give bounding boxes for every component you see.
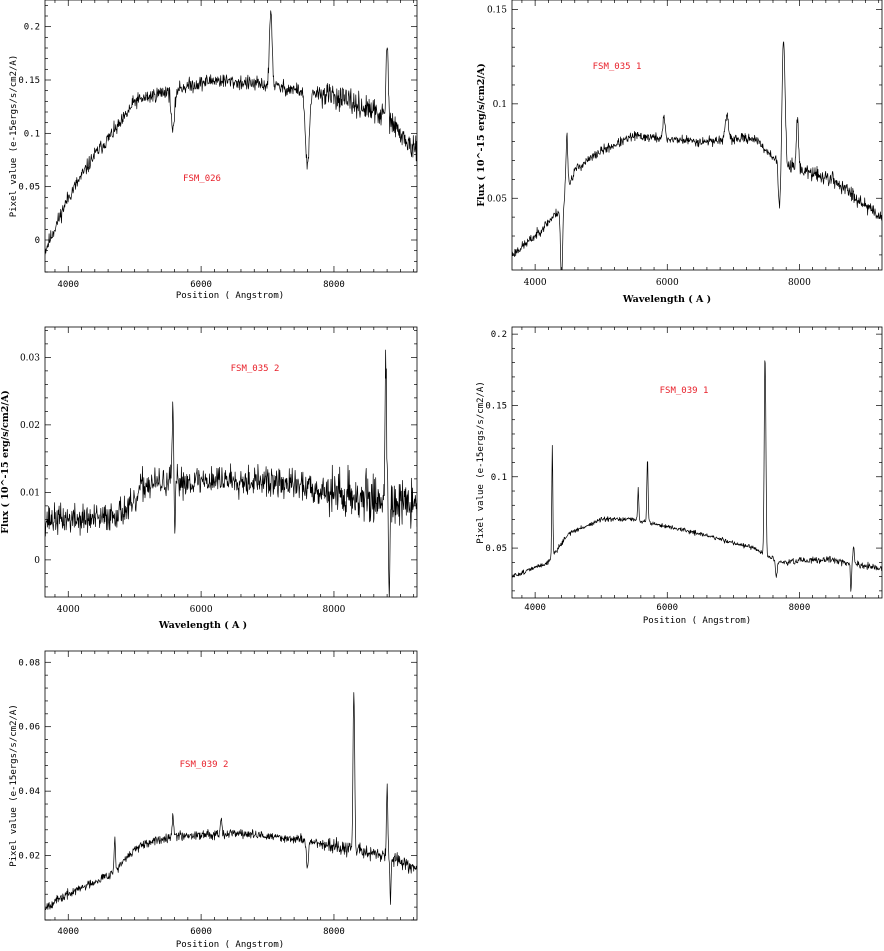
x-tick-label: 6000 bbox=[656, 603, 678, 613]
x-tick-label: 4000 bbox=[57, 605, 80, 615]
spectrum-line bbox=[512, 360, 882, 592]
x-axis-label: Position ( Angstrom) bbox=[643, 616, 751, 626]
x-axis-label: Wavelength ( A ) bbox=[158, 620, 247, 631]
y-axis-label: Pixel value (e-15ergs/s/cm2/A) bbox=[9, 55, 19, 218]
y-axis-label: Pixel value (e-15ergs/s/cm2/A) bbox=[9, 704, 19, 867]
x-tick-label: 6000 bbox=[656, 278, 679, 288]
x-axis-label: Position ( Angstrom) bbox=[176, 291, 284, 301]
y-tick-label: 0.2 bbox=[24, 23, 40, 33]
object-label: FSM_039 1 bbox=[660, 386, 709, 396]
spectrum-line bbox=[512, 41, 882, 270]
spectrum-line bbox=[45, 349, 417, 597]
y-tick-label: 0.05 bbox=[487, 194, 507, 204]
x-tick-label: 8000 bbox=[789, 603, 811, 613]
y-axis-label: Flux ( 10^-15 erg/s/cm2/A) bbox=[0, 390, 11, 533]
object-label: FSM_035 1 bbox=[593, 62, 642, 72]
y-tick-label: 0.15 bbox=[487, 5, 507, 15]
y-tick-label: 0.05 bbox=[18, 183, 40, 193]
y-axis-label: Pixel value (e-15ergs/s/cm2/A) bbox=[476, 381, 486, 544]
y-tick-label: 0.15 bbox=[485, 401, 507, 411]
y-tick-label: 0.06 bbox=[18, 723, 40, 733]
plot-frame bbox=[44, 650, 418, 921]
y-tick-label: 0 bbox=[34, 556, 40, 566]
spectrum-line bbox=[45, 10, 417, 256]
x-tick-label: 8000 bbox=[323, 280, 345, 290]
x-tick-label: 4000 bbox=[524, 278, 547, 288]
x-axis-label: Position ( Angstrom) bbox=[176, 940, 284, 950]
object-label: FSM_039 2 bbox=[180, 760, 229, 770]
object-label: FSM_035 2 bbox=[231, 364, 280, 374]
y-tick-label: 0.01 bbox=[20, 488, 40, 498]
y-tick-label: 0.04 bbox=[18, 787, 40, 797]
spectrum-panel-1: 4000 6000 8000 0 0.05 0.1 0.15 0.2 Position ( An… bbox=[9, 0, 418, 301]
x-tick-label: 8000 bbox=[323, 605, 346, 615]
y-tick-label: 0.2 bbox=[491, 330, 507, 340]
spectrum-panel-4: 4000 6000 8000 0.05 0.1 0.15 0.2 Position ( Ang… bbox=[476, 326, 883, 626]
spectrum-panel-2: 4000 6000 8000 0.05 0.1 0.15 Wavelength ( A ) F… bbox=[476, 0, 883, 305]
y-tick-label: 0.03 bbox=[20, 353, 40, 363]
x-tick-label: 4000 bbox=[57, 280, 79, 290]
y-axis-label: Flux ( 10^-15 erg/s/cm2/A) bbox=[476, 63, 487, 206]
y-tick-label: 0 bbox=[35, 236, 40, 246]
x-tick-label: 8000 bbox=[788, 278, 811, 288]
x-tick-label: 4000 bbox=[57, 927, 79, 937]
x-tick-label: 6000 bbox=[190, 280, 212, 290]
y-tick-label: 0.08 bbox=[18, 658, 40, 668]
spectrum-panel-5: 4000 6000 8000 0.02 0.04 0.06 0.08 Position ( A… bbox=[9, 650, 418, 950]
plot-frame bbox=[44, 0, 418, 273]
y-tick-label: 0.1 bbox=[24, 129, 40, 139]
x-tick-label: 6000 bbox=[190, 927, 212, 937]
plot-frame bbox=[44, 326, 418, 598]
x-axis-label: Wavelength ( A ) bbox=[622, 294, 711, 305]
plot-frame bbox=[511, 0, 883, 271]
y-tick-label: 0.1 bbox=[493, 100, 507, 110]
x-tick-label: 8000 bbox=[323, 927, 345, 937]
y-tick-label: 0.1 bbox=[491, 473, 507, 483]
object-label: FSM_026 bbox=[183, 174, 221, 184]
y-tick-label: 0.02 bbox=[20, 421, 40, 431]
spectrum-line bbox=[45, 692, 417, 910]
y-tick-label: 0.15 bbox=[18, 76, 40, 86]
y-tick-label: 0.05 bbox=[485, 544, 507, 554]
x-tick-label: 6000 bbox=[190, 605, 213, 615]
spectrum-panel-3: 4000 6000 8000 0 0.01 0.02 0.03 Wavelength ( A … bbox=[0, 326, 418, 631]
y-tick-label: 0.02 bbox=[18, 852, 40, 862]
x-tick-label: 4000 bbox=[524, 603, 546, 613]
